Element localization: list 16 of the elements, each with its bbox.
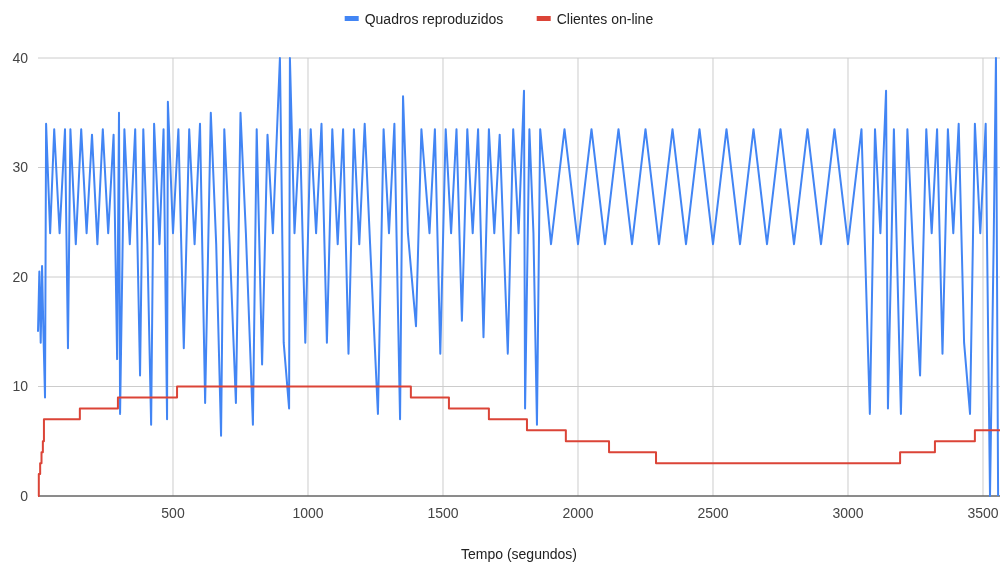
x-tick-label: 1500 (427, 505, 459, 521)
y-tick-label: 20 (12, 268, 29, 285)
x-tick-label: 3500 (967, 505, 999, 521)
x-tick-label: 500 (161, 505, 185, 521)
x-tick-label: 3000 (832, 505, 864, 521)
y-tick-label: 30 (12, 159, 29, 176)
x-tick-label: 2000 (562, 505, 594, 521)
y-tick-label: 40 (12, 49, 29, 66)
x-axis-title: Tempo (segundos) (461, 546, 577, 562)
y-tick-label: 10 (12, 378, 29, 395)
y-tick-label: 0 (20, 487, 29, 504)
legend-label: Clientes on-line (556, 10, 654, 27)
x-tick-label: 1000 (292, 505, 324, 521)
x-tick-label: 2500 (697, 505, 729, 521)
line-series (37, 57, 1000, 497)
legend-label: Quadros reproduzidos (364, 10, 504, 27)
